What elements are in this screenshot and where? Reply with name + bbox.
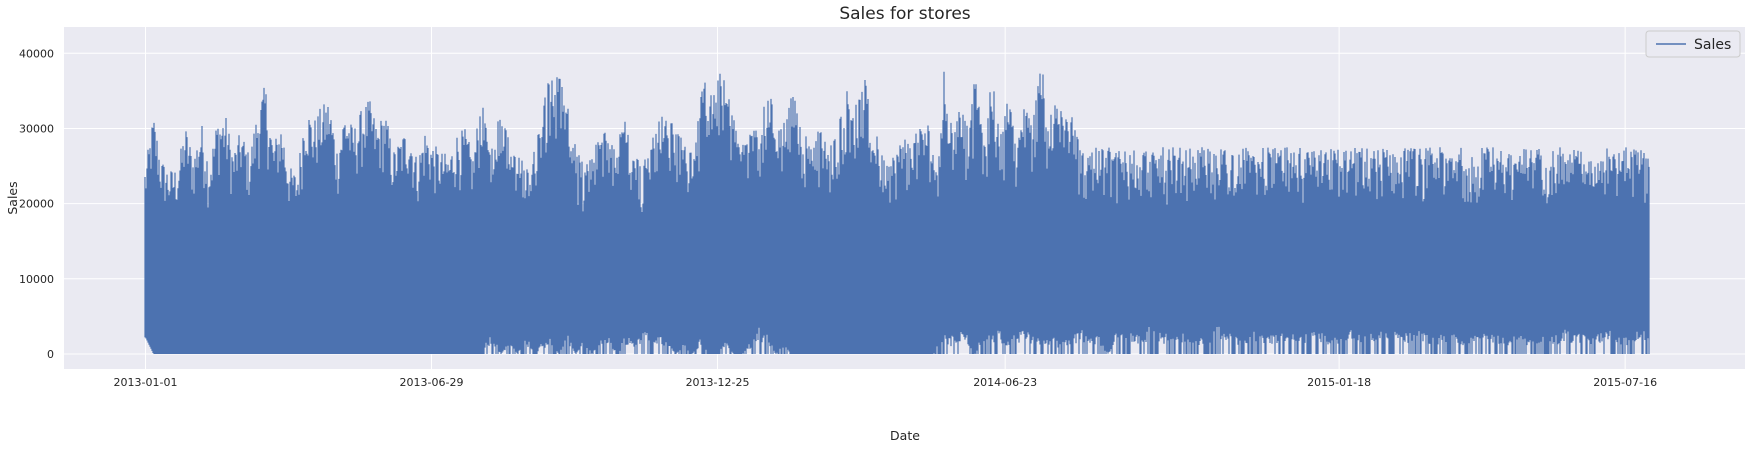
x-axis-ticks: 2013-01-01 2013-06-29 2013-12-25 2014-06-23…: [114, 376, 1658, 389]
y-tick-label: 0: [47, 348, 54, 361]
y-tick-label: 40000: [19, 47, 54, 60]
y-tick-label: 10000: [19, 273, 54, 286]
y-tick-label: 20000: [19, 198, 54, 211]
x-tick-label: 2015-01-18: [1307, 376, 1371, 389]
x-tick-label: 2014-06-23: [973, 376, 1037, 389]
y-tick-label: 30000: [19, 122, 54, 135]
y-axis-label: Sales: [5, 181, 20, 214]
x-tick-label: 2013-12-25: [686, 376, 750, 389]
legend: Sales: [1646, 31, 1740, 57]
x-tick-label: 2015-07-16: [1593, 376, 1657, 389]
x-tick-label: 2013-01-01: [114, 376, 178, 389]
x-axis-label: Date: [890, 428, 920, 443]
x-tick-label: 2013-06-29: [400, 376, 464, 389]
legend-label-sales: Sales: [1694, 37, 1731, 53]
chart-title: Sales for stores: [839, 4, 970, 24]
y-axis-ticks: 0 10000 20000 30000 40000: [19, 47, 54, 361]
